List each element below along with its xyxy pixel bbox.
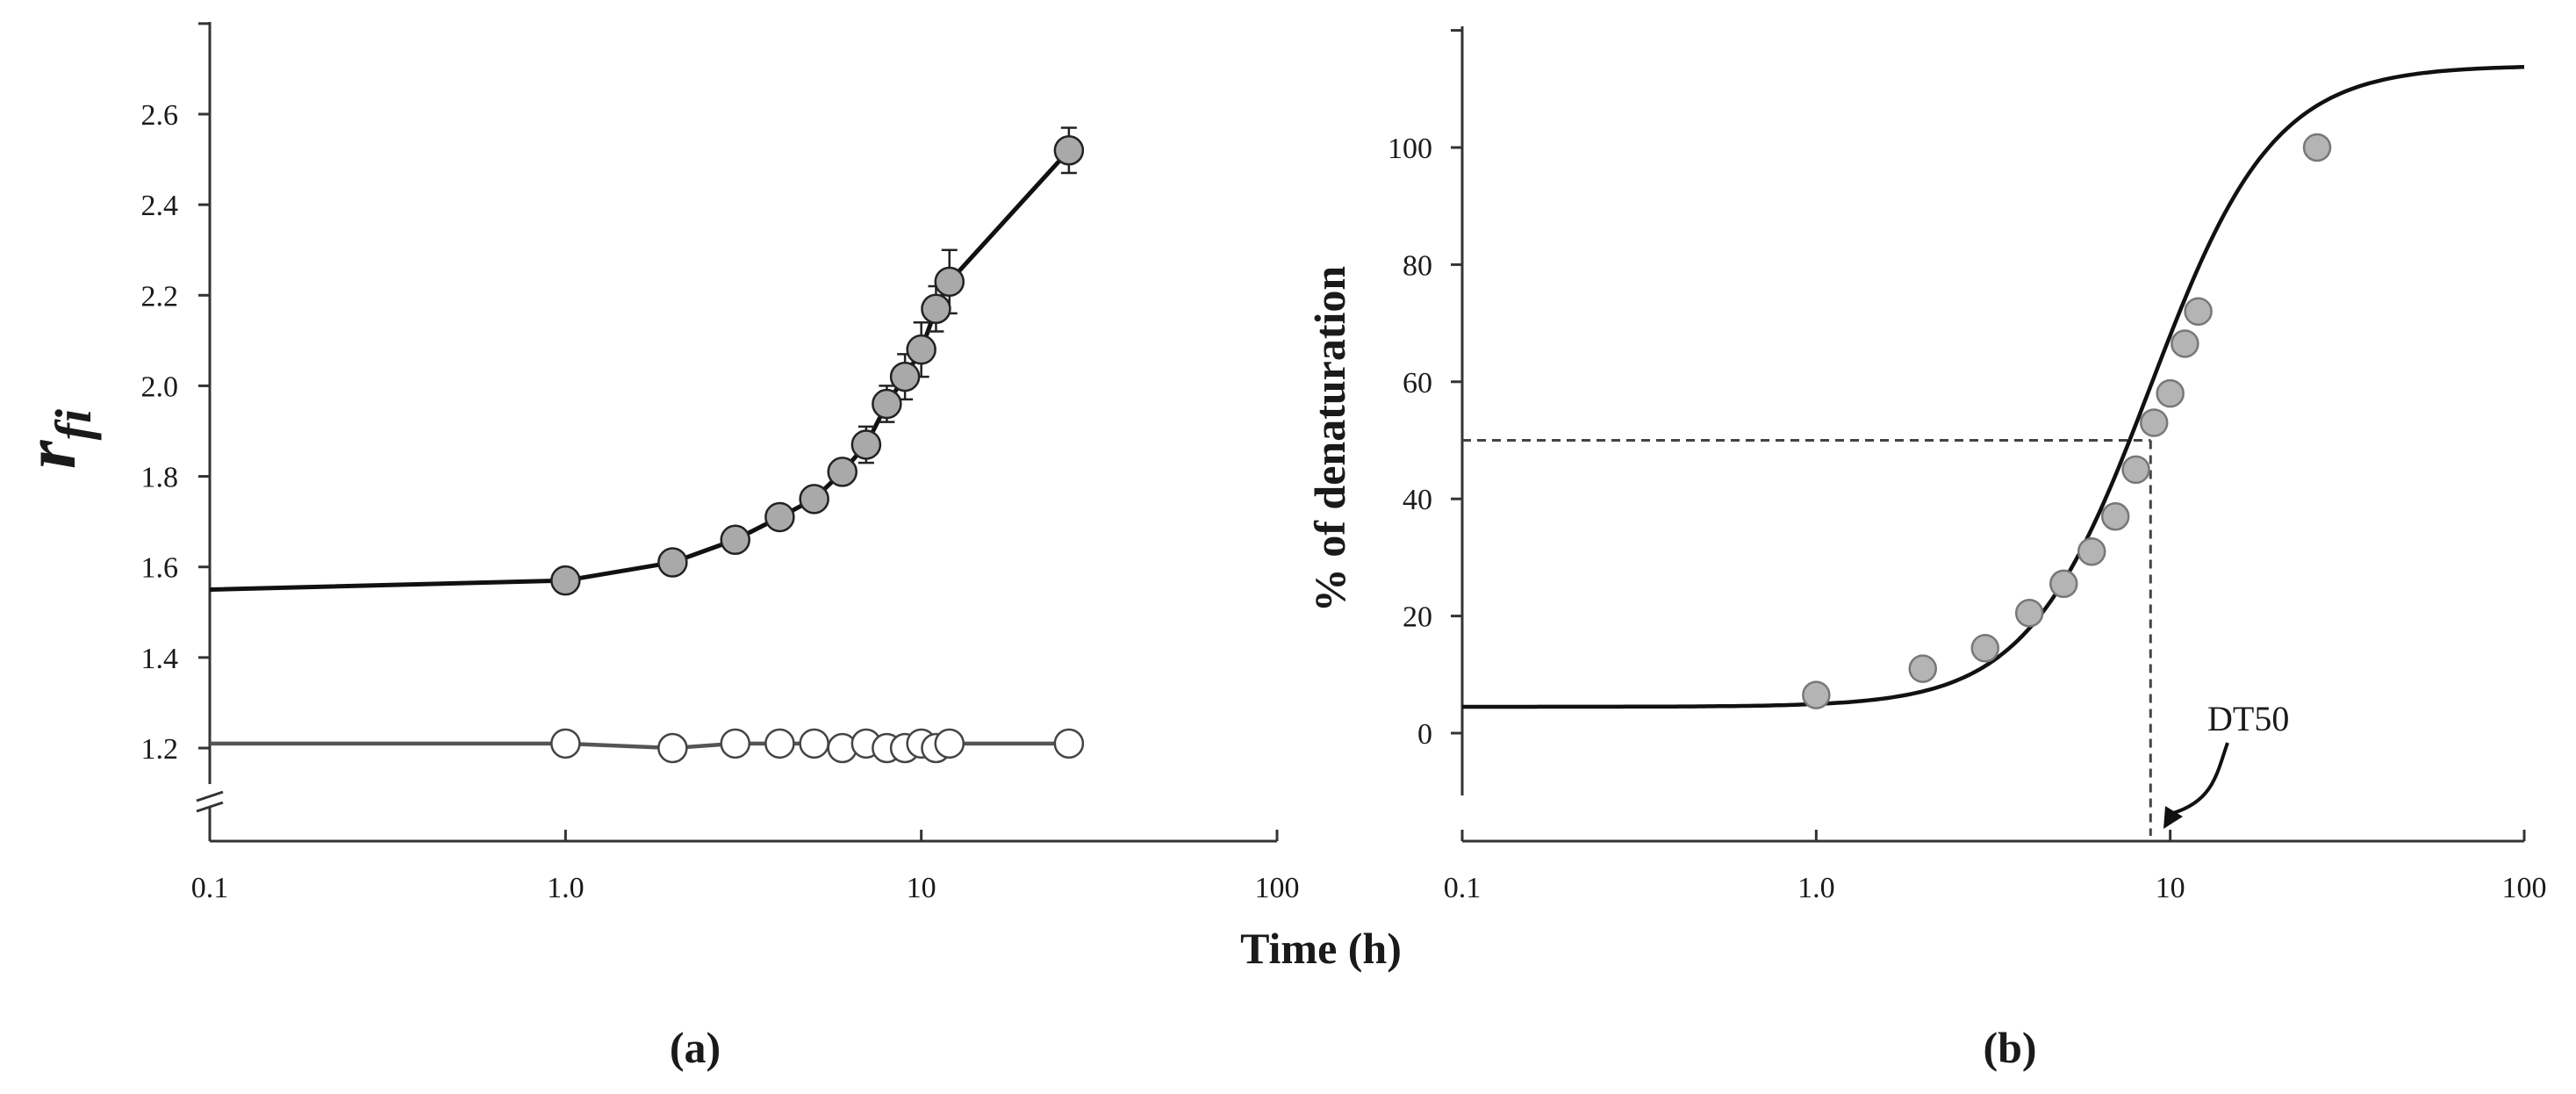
panel-b-fit-curve: [1462, 65, 2525, 709]
panel-a-y-tick-label: 1.8: [141, 462, 179, 494]
panel-a-open-point: [1053, 728, 1085, 759]
panel-a-filled-point: [850, 429, 882, 460]
panel-b-data-point: [2171, 329, 2199, 358]
panel-a-open-point: [657, 732, 688, 764]
panel-a-y-tick-label: 2.4: [141, 190, 179, 222]
panel-b-series: [1462, 65, 2525, 836]
panel-a-y-tick-label: 1.4: [141, 643, 179, 675]
panel-a-y-tick-label: 1.6: [141, 552, 179, 585]
panel-a-series: [209, 126, 1085, 764]
panel-b-chart: 0.1 1.0 10 100 0 20 40 60 80 100 % of denaturatio…: [1305, 26, 2547, 1072]
panel-a-y-label-sub: fi: [45, 409, 102, 440]
panel-a-filled-point: [906, 334, 936, 365]
panel-a-filled-point: [889, 361, 921, 392]
panel-b-data-point: [2121, 455, 2150, 485]
panel-b-data-point: [2139, 408, 2169, 437]
panel-a-axis-break: [196, 790, 224, 813]
panel-b-ticks: 0.1 1.0 10 100 0 20 40 60 80 100: [1388, 29, 2547, 904]
dt50-arrowhead: [2163, 806, 2183, 829]
panel-a-y-label-base: r: [10, 439, 91, 469]
panel-b-y-tick-label: 0: [1417, 718, 1432, 751]
panel-a-filled-point: [934, 266, 965, 298]
panel-a-filled-point: [657, 547, 688, 578]
panel-b-data-point: [1970, 634, 2000, 663]
panel-b-data-point: [2014, 599, 2044, 628]
panel-b-data-point: [1908, 654, 1937, 683]
panel-a-x-tick-label: 0.1: [191, 872, 229, 904]
panel-a-open-point: [764, 728, 795, 759]
shared-x-axis-label: Time (h): [1240, 924, 1402, 973]
panel-b-data-point: [1802, 680, 1831, 709]
panel-a-filled-point: [872, 388, 902, 420]
panel-b-y-tick-label: 80: [1403, 249, 1432, 282]
panel-b-data-point: [2100, 501, 2130, 531]
dt50-arrow: [2172, 742, 2229, 815]
panel-a-filled-point: [827, 457, 857, 487]
panel-b-data-point: [2156, 378, 2185, 408]
panel-a-open-point: [934, 728, 965, 759]
panel-a-y-tick-label: 2.0: [141, 371, 179, 403]
panel-a-filled-point: [799, 484, 829, 515]
panel-a-ticks: 0.1 1.0 10 100 1.2 1.4 1.6 1.8 2.0 2.2 2.4 2.6: [141, 22, 1300, 904]
panel-a-x-tick-label: 100: [1255, 872, 1300, 904]
panel-b-data-point: [2302, 133, 2332, 162]
panel-a-filled-point: [921, 293, 951, 325]
panel-a-x-tick-label: 10: [907, 872, 936, 904]
panel-a-open-point: [720, 728, 750, 759]
panel-b-data-point: [2049, 569, 2078, 599]
panel-b-data-point: [2184, 297, 2213, 327]
panel-a-y-tick-label: 2.2: [141, 280, 179, 313]
panel-b-x-tick-label: 0.1: [1444, 872, 1482, 904]
panel-a-y-tick-label: 1.2: [141, 733, 179, 766]
panel-b-y-tick-label: 100: [1388, 133, 1432, 165]
panel-b-y-tick-label: 40: [1403, 484, 1432, 516]
panel-a-y-tick-label: 2.6: [141, 99, 179, 132]
panel-a-x-tick-label: 1.0: [547, 872, 585, 904]
panel-a-filled-point: [1053, 135, 1085, 166]
panel-b-x-tick-label: 100: [2502, 872, 2547, 904]
panel-a-open-point: [550, 728, 581, 759]
panel-b-y-axis-label: % of denaturation: [1305, 266, 1354, 613]
panel-a-filled-series-line: [209, 148, 1071, 592]
panel-a-open-point: [799, 728, 829, 759]
panel-b-x-tick-label: 10: [2156, 872, 2185, 904]
panel-a-filled-point: [550, 565, 581, 596]
panel-a-filled-point: [764, 501, 795, 533]
panel-a-y-axis-label: rfi: [10, 409, 102, 469]
panel-b-x-tick-label: 1.0: [1797, 872, 1835, 904]
panel-a-label: (a): [670, 1023, 721, 1072]
panel-b-data-point: [2077, 536, 2106, 566]
panel-a-filled-point: [720, 524, 750, 556]
panel-b-label: (b): [1983, 1023, 2036, 1072]
dt50-annotation: DT50: [2207, 699, 2289, 738]
panel-b-y-tick-label: 20: [1403, 601, 1432, 634]
panel-b-y-tick-label: 60: [1403, 367, 1432, 399]
